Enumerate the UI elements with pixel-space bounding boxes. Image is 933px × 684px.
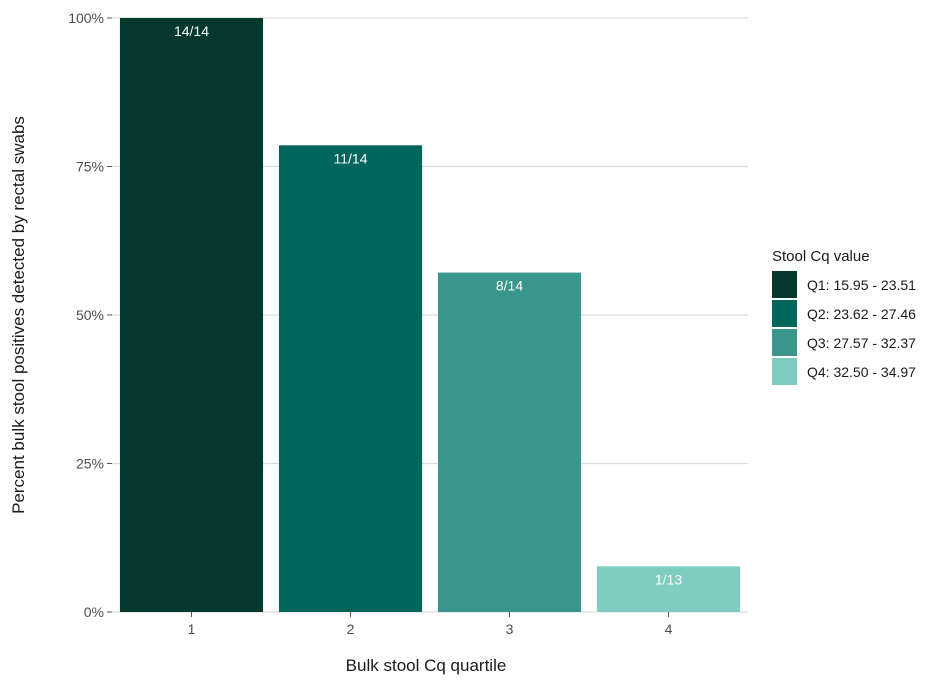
x-tick-label: 3 xyxy=(506,621,514,637)
bars xyxy=(119,18,741,613)
y-tick-label: 50% xyxy=(76,307,104,323)
bar-1 xyxy=(119,18,264,612)
data-label: 14/14 xyxy=(174,23,209,39)
bar-4 xyxy=(596,566,741,612)
legend-key-1 xyxy=(772,271,797,298)
legend-label: Q3: 27.57 - 32.37 xyxy=(807,335,916,351)
legend-key-2 xyxy=(772,300,797,327)
legend: Stool Cq value Q1: 15.95 - 23.51 Q2: 23.6… xyxy=(772,248,916,385)
bar-2 xyxy=(278,145,423,613)
data-labels: 14/14 11/14 8/14 1/13 xyxy=(174,23,682,587)
y-axis-title: Percent bulk stool positives detected by… xyxy=(9,116,28,514)
legend-title: Stool Cq value xyxy=(772,248,870,265)
data-label: 1/13 xyxy=(655,571,682,587)
x-tick-label: 4 xyxy=(665,621,673,637)
data-label: 11/14 xyxy=(334,150,368,166)
legend-items: Q1: 15.95 - 23.51 Q2: 23.62 - 27.46 Q3: 27… xyxy=(772,271,916,385)
y-axis: 0% 25% 50% 75% 100% xyxy=(68,10,112,620)
y-tick-label: 75% xyxy=(76,159,104,175)
data-label: 8/14 xyxy=(496,278,523,294)
bar-3 xyxy=(437,272,582,612)
x-tick-label: 2 xyxy=(347,621,355,637)
y-tick-label: 25% xyxy=(76,456,104,472)
y-tick-label: 0% xyxy=(84,604,104,620)
legend-label: Q1: 15.95 - 23.51 xyxy=(807,277,916,293)
y-tick-label: 100% xyxy=(68,10,104,26)
x-axis-title: Bulk stool Cq quartile xyxy=(346,656,507,675)
legend-key-4 xyxy=(772,358,797,385)
x-tick-label: 1 xyxy=(188,621,196,637)
legend-label: Q2: 23.62 - 27.46 xyxy=(807,306,916,322)
legend-key-3 xyxy=(772,329,797,356)
x-axis: 1 2 3 4 xyxy=(188,612,673,637)
legend-label: Q4: 32.50 - 34.97 xyxy=(807,364,916,380)
